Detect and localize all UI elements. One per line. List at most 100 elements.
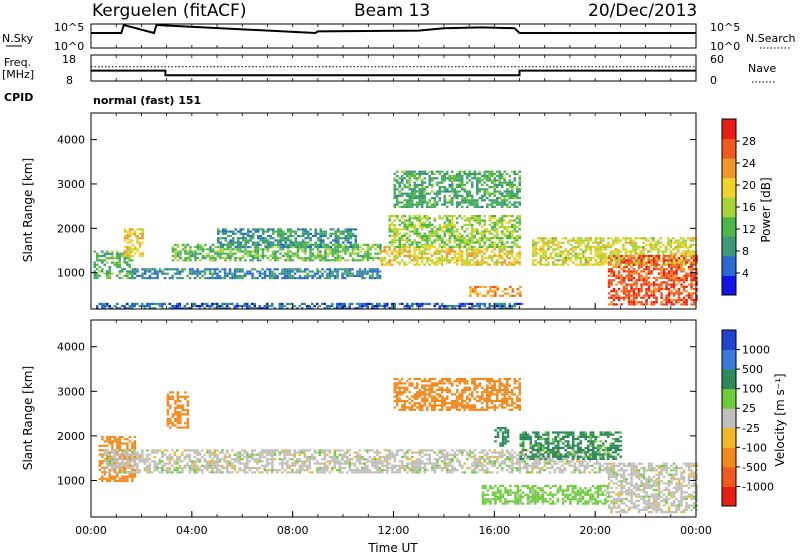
- power-cell: [189, 250, 192, 253]
- power-cell: [577, 252, 580, 255]
- velocity-cell: [311, 458, 314, 461]
- power-cell: [246, 302, 249, 305]
- power-cell: [138, 254, 142, 257]
- power-cell: [416, 194, 419, 197]
- power-cell: [609, 237, 613, 240]
- power-cell: [474, 290, 477, 293]
- power-cell: [431, 190, 434, 193]
- power-cell: [418, 192, 421, 195]
- power-cell: [276, 257, 280, 260]
- power-cell: [436, 302, 439, 305]
- power-cell: [604, 243, 608, 246]
- power-cell: [562, 263, 565, 266]
- power-cell: [226, 272, 229, 275]
- power-cell: [423, 199, 426, 202]
- power-cell: [258, 272, 262, 275]
- power-cell: [281, 302, 284, 305]
- power-cell: [549, 252, 553, 255]
- power-cell: [196, 252, 200, 255]
- power-cell: [156, 302, 159, 305]
- power-cell: [647, 281, 651, 284]
- power-cell: [398, 223, 401, 226]
- power-cell: [244, 239, 247, 242]
- velocity-cell: [113, 451, 117, 454]
- power-cell: [294, 230, 297, 233]
- power-cell: [475, 263, 479, 266]
- power-cell: [625, 290, 628, 293]
- power-cell: [508, 250, 511, 253]
- power-cell: [667, 292, 671, 295]
- power-cell: [123, 228, 127, 231]
- power-cell: [126, 254, 129, 257]
- power-cell: [401, 245, 404, 248]
- power-cell: [498, 190, 501, 193]
- power-cell: [622, 285, 626, 288]
- power-cell: [331, 270, 334, 273]
- power-cell: [647, 239, 650, 242]
- power-cell: [342, 237, 345, 240]
- power-cell: [391, 307, 394, 310]
- power-cell: [486, 245, 489, 248]
- power-cell: [443, 230, 446, 233]
- power-cell: [138, 237, 142, 240]
- power-cell: [388, 219, 391, 222]
- power-cell: [176, 272, 179, 275]
- power-cell: [403, 215, 406, 218]
- power-cell: [406, 307, 409, 310]
- power-cell: [364, 250, 367, 253]
- velocity-cell: [296, 458, 299, 461]
- power-cell: [351, 302, 354, 305]
- power-cell: [612, 274, 616, 277]
- power-cell: [266, 248, 270, 251]
- power-cell: [131, 305, 134, 308]
- power-cell: [451, 188, 454, 191]
- power-cell: [455, 261, 459, 264]
- power-cell: [380, 261, 384, 264]
- velocity-cell: [266, 458, 269, 461]
- power-colorbar-tick-label: 28: [742, 135, 756, 148]
- power-cell: [184, 250, 187, 253]
- power-cell: [436, 230, 439, 233]
- power-cell: [670, 276, 673, 280]
- power-cell: [193, 272, 197, 275]
- power-cell: [229, 250, 232, 253]
- power-cell: [385, 250, 389, 253]
- power-cell: [473, 241, 476, 244]
- power-cell: [498, 257, 501, 260]
- power-cell: [292, 234, 295, 238]
- velocity-cell: [108, 438, 112, 441]
- power-cell: [542, 257, 545, 260]
- power-cell: [687, 283, 691, 286]
- power-cell: [326, 305, 329, 308]
- power-cell: [610, 259, 613, 262]
- power-cell: [458, 186, 461, 189]
- power-cell: [438, 261, 441, 264]
- power-cell: [669, 243, 673, 246]
- velocity-cell: [333, 453, 337, 456]
- power-cell: [378, 274, 382, 277]
- power-cell: [687, 250, 690, 253]
- power-cell: [460, 252, 464, 255]
- power-cell: [498, 221, 501, 224]
- power-cell: [518, 252, 521, 255]
- velocity-cell: [118, 446, 122, 450]
- power-cell: [388, 234, 391, 237]
- power-cell: [121, 276, 124, 280]
- power-cell: [662, 298, 666, 302]
- power-cell: [344, 239, 347, 242]
- velocity-cell: [258, 471, 262, 474]
- velocity-cell: [136, 455, 139, 459]
- power-cell: [493, 215, 496, 218]
- power-cell: [652, 276, 656, 280]
- power-cell: [361, 257, 365, 260]
- velocity-cell: [206, 469, 209, 472]
- power-cell: [396, 234, 399, 237]
- power-cell: [406, 199, 409, 202]
- power-cell: [403, 172, 406, 175]
- power-cell: [416, 243, 419, 246]
- power-cell: [682, 259, 686, 262]
- power-cell: [544, 243, 548, 246]
- power-cell: [411, 241, 414, 244]
- velocity-cell: [193, 469, 197, 472]
- power-cell: [493, 252, 496, 255]
